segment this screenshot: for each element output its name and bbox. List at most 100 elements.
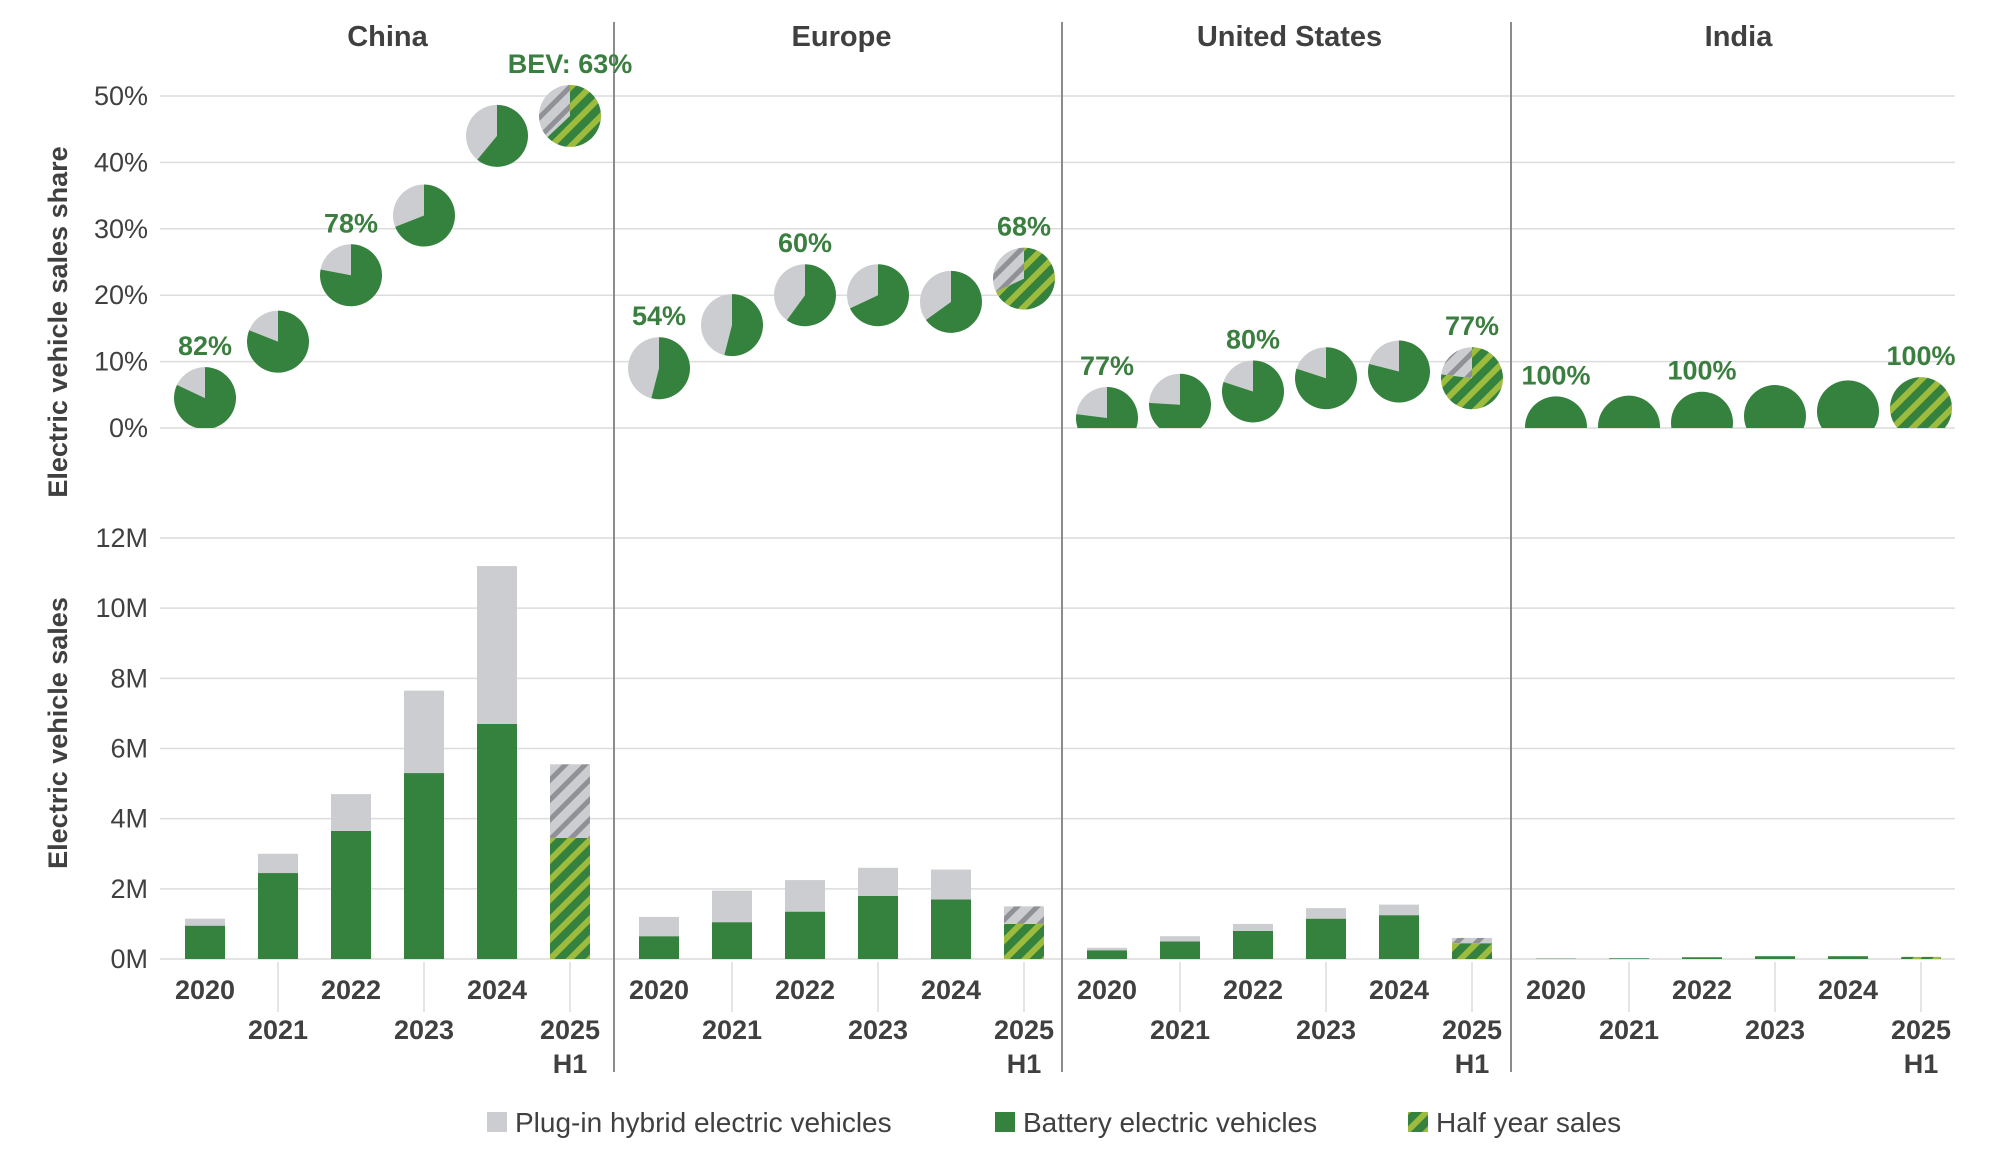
bev-share-label: 54% [632, 301, 686, 331]
bottom-y-tick-label: 6M [110, 734, 148, 764]
pie-slice-bev [1671, 391, 1733, 428]
bar-phev [712, 890, 752, 923]
pie-slice-phev [249, 310, 278, 342]
pie-slice-phev [538, 84, 570, 138]
x-tick-label: 2020 [175, 975, 235, 1005]
bottom-y-tick-label: 10M [95, 593, 148, 623]
region-dividers [613, 22, 1512, 1072]
bar-phev [331, 794, 371, 831]
bev-share-label: 80% [1226, 324, 1280, 354]
pie-slice-bev [786, 264, 837, 327]
pie-slice-phev [920, 270, 951, 321]
share-pie [700, 294, 763, 357]
x-tick-label: 2025 [1442, 1015, 1502, 1045]
x-tick-label: 2020 [629, 975, 689, 1005]
x-tick-label: 2025 [540, 1015, 600, 1045]
bar-bev [550, 837, 590, 959]
bar-bev [1160, 941, 1200, 959]
share-pie [1525, 396, 1587, 428]
pie-slice-bev [1598, 395, 1660, 428]
pie-slice-bev [724, 294, 763, 357]
bar-phev [785, 880, 825, 912]
bar-phev [858, 867, 898, 896]
share-pie [1744, 385, 1806, 428]
bar-bev [1609, 958, 1649, 959]
bar-phev [477, 566, 517, 724]
bev-share-label: 77% [1080, 351, 1134, 381]
legend: Plug-in hybrid electric vehicles Battery… [487, 1107, 1621, 1138]
bar-bev [1901, 956, 1941, 959]
pie-slice-bev [1744, 385, 1806, 428]
gridlines [160, 95, 1955, 960]
bottom-y-tick-label: 0M [110, 944, 148, 974]
region-title-united-states: United States [1197, 21, 1382, 53]
bar-phev [639, 916, 679, 937]
top-y-tick-label: 10% [94, 347, 148, 377]
share-pie [1817, 380, 1879, 428]
x-tick-label-suffix: H1 [553, 1049, 588, 1079]
x-tick-label-suffix: H1 [1455, 1049, 1490, 1079]
bar-phev [1306, 908, 1346, 919]
bar-bev [858, 895, 898, 959]
bar-bev [331, 830, 371, 959]
x-tick-label: 2022 [1223, 975, 1283, 1005]
x-tick-label: 2024 [1369, 975, 1429, 1005]
bar-series [185, 566, 1941, 959]
bev-share-label: BEV: 63% [508, 49, 633, 79]
share-pie [465, 104, 528, 167]
pie-slice-phev [1296, 347, 1326, 379]
bar-phev [1233, 923, 1273, 931]
share-pie [320, 244, 382, 307]
top-y-tick-label: 30% [94, 214, 148, 244]
share-pies [173, 84, 1952, 428]
legend-label-phev: Plug-in hybrid electric vehicles [515, 1107, 892, 1138]
share-pie [920, 270, 982, 333]
x-tick-label: 2021 [1599, 1015, 1659, 1045]
share-pie [1890, 377, 1952, 428]
bev-share-label: 100% [1667, 356, 1736, 386]
pie-slice-phev [700, 294, 732, 356]
share-pie [1367, 340, 1430, 403]
pie-slice-phev [320, 244, 351, 276]
bar-bev [1233, 930, 1273, 959]
top-y-tick-label: 50% [94, 81, 148, 111]
region-title-europe: Europe [792, 21, 892, 53]
bar-phev [1160, 936, 1200, 942]
legend-label-bev: Battery electric vehicles [1023, 1107, 1317, 1138]
share-pie [1671, 391, 1733, 428]
share-pie [247, 310, 310, 373]
pie-slice-bev [925, 270, 982, 333]
bev-share-label: 68% [997, 212, 1051, 242]
x-tick-label: 2021 [702, 1015, 762, 1045]
share-pie [538, 84, 601, 147]
pie-slice-bev [547, 84, 601, 147]
bar-bev [1306, 918, 1346, 959]
legend-swatch-half-year [1408, 1112, 1428, 1132]
x-tick-label-suffix: H1 [1904, 1049, 1939, 1079]
pie-slice-phev [1441, 347, 1472, 379]
pie-slice-bev [1525, 396, 1587, 428]
share-pie [1222, 360, 1284, 423]
x-tick-label: 2023 [394, 1015, 454, 1045]
bev-share-label: 78% [324, 208, 378, 238]
x-tick-label: 2025 [1891, 1015, 1951, 1045]
bar-bev [1828, 956, 1868, 959]
x-tick-label: 2023 [1745, 1015, 1805, 1045]
pie-slice-phev [465, 104, 497, 160]
pie-slice-phev [627, 337, 659, 399]
bar-phev [1379, 904, 1419, 916]
x-tick-label: 2024 [1818, 975, 1878, 1005]
x-tick-label: 2023 [1296, 1015, 1356, 1045]
bar-phev [1004, 906, 1044, 924]
top-y-tick-label: 20% [94, 280, 148, 310]
bar-phev [931, 869, 971, 900]
pie-slice-bev [1441, 347, 1503, 410]
bar-bev [931, 899, 971, 959]
bev-share-label: 77% [1445, 311, 1499, 341]
pie-slice-bev [1295, 347, 1357, 410]
share-pie [627, 337, 690, 400]
bar-phev [550, 764, 590, 838]
pie-slice-bev [1076, 387, 1138, 428]
bottom-y-tick-label: 2M [110, 874, 148, 904]
pie-slice-bev [320, 244, 382, 307]
